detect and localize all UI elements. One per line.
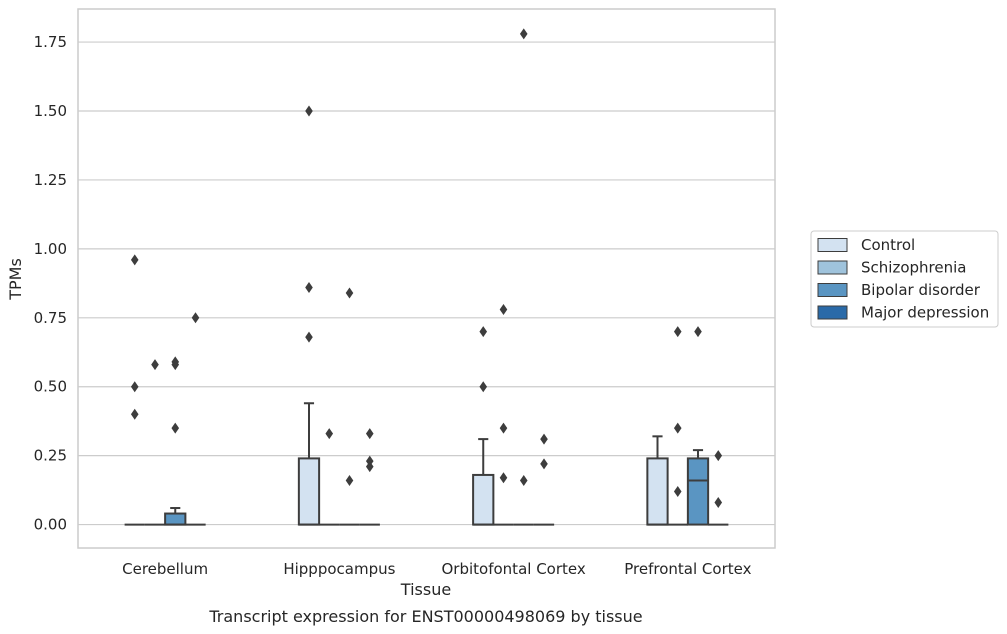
legend-swatch	[817, 260, 848, 275]
box-control	[472, 438, 495, 526]
outlier-point	[130, 381, 139, 393]
legend-label: Major depression	[861, 304, 989, 322]
outlier-point	[673, 485, 682, 497]
outlier-point	[714, 497, 723, 509]
box-body	[164, 512, 187, 526]
box-layer	[124, 402, 729, 526]
outlier-point	[540, 458, 548, 470]
legend-swatch	[817, 283, 848, 297]
box-body	[472, 473, 495, 526]
plot-area-frame	[77, 8, 776, 549]
outlier-point	[479, 326, 488, 338]
outlier-point	[714, 450, 723, 462]
outlier-point	[694, 326, 702, 338]
y-tick-label: 1.00	[34, 240, 67, 258]
box-body	[646, 457, 669, 526]
outlier-point	[345, 287, 354, 299]
y-tick-label: 1.25	[34, 171, 67, 189]
outlier-point	[519, 28, 528, 40]
outlier-point	[365, 428, 374, 440]
outlier-point	[191, 312, 200, 324]
outlier-point	[130, 254, 139, 266]
y-tick-label: 0.25	[34, 447, 67, 465]
y-tick-label: 0.00	[34, 516, 67, 534]
outlier-point	[365, 461, 374, 473]
outlier-point	[171, 359, 180, 371]
outlier-point	[151, 359, 159, 371]
x-tick-label: Hipppocampus	[283, 560, 395, 578]
legend-swatch	[817, 238, 848, 252]
outlier-point	[325, 428, 334, 440]
legend-frame	[810, 230, 999, 328]
outlier-point	[130, 408, 139, 420]
x-tick-label: Cerebellum	[122, 560, 208, 578]
outlier-layer	[130, 28, 723, 509]
outlier-point	[305, 331, 313, 343]
box-bipolar-disorder	[686, 449, 710, 526]
outlier-point	[499, 422, 508, 434]
legend-swatch	[817, 305, 848, 320]
y-tick-label: 0.50	[34, 378, 67, 396]
x-tick-label: Prefrontal Cortex	[624, 560, 751, 578]
x-tick-label: Orbitofontal Cortex	[442, 560, 586, 578]
outlier-point	[305, 105, 313, 117]
outlier-point	[171, 422, 180, 434]
y-tick-label: 1.50	[34, 102, 67, 120]
gridlines	[78, 41, 775, 526]
box-control	[297, 402, 321, 526]
y-tick-label: 1.75	[34, 33, 67, 51]
outlier-point	[365, 455, 374, 467]
outlier-point	[540, 433, 548, 445]
legend-label: Control	[861, 236, 915, 254]
outlier-point	[673, 422, 682, 434]
chart-caption: Transcript expression for ENST0000049806…	[208, 607, 642, 626]
outlier-point	[499, 472, 508, 484]
outlier-point	[673, 326, 682, 338]
x-tick-labels: Cerebellum Hipppocampus Orbitofontal Corte…	[122, 560, 751, 578]
y-tick-label: 0.75	[34, 309, 67, 327]
outlier-point	[479, 381, 488, 393]
legend-label: Schizophrenia	[861, 259, 966, 277]
legend-label: Bipolar disorder	[861, 281, 981, 299]
box-bipolar-disorder	[164, 507, 187, 526]
y-tick-labels: 0.00 0.25 0.50 0.75 1.00 1.25 1.50 1.75	[34, 33, 67, 533]
x-axis-label: Tissue	[400, 580, 451, 599]
outlier-point	[345, 474, 354, 486]
outlier-point	[499, 304, 508, 316]
box-control	[646, 435, 669, 526]
outlier-point	[305, 281, 313, 293]
outlier-point	[519, 474, 528, 486]
box-body	[297, 457, 321, 526]
legend: Control Schizophrenia Bipolar disorder Majo…	[810, 230, 999, 328]
box-body	[686, 457, 710, 526]
y-axis-label: TPMs	[6, 258, 25, 301]
